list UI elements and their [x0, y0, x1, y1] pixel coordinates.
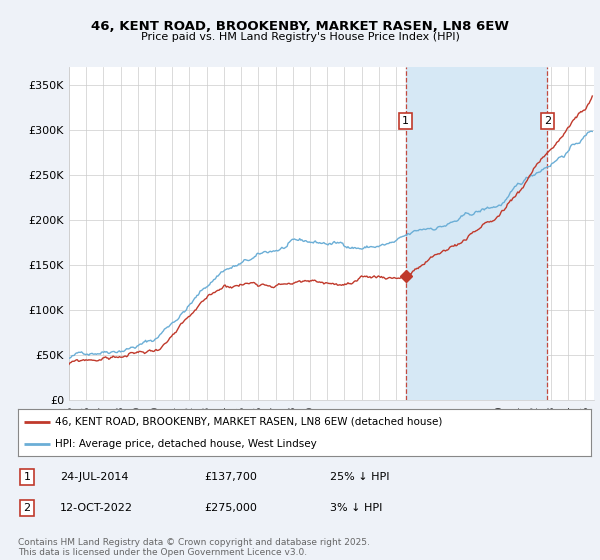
- Text: 24-JUL-2014: 24-JUL-2014: [60, 472, 128, 482]
- Text: Price paid vs. HM Land Registry's House Price Index (HPI): Price paid vs. HM Land Registry's House …: [140, 32, 460, 43]
- Text: 2: 2: [23, 503, 31, 513]
- Text: 1: 1: [402, 116, 409, 126]
- Text: 12-OCT-2022: 12-OCT-2022: [60, 503, 133, 513]
- Text: HPI: Average price, detached house, West Lindsey: HPI: Average price, detached house, West…: [55, 438, 317, 449]
- Text: 1: 1: [23, 472, 31, 482]
- Text: Contains HM Land Registry data © Crown copyright and database right 2025.
This d: Contains HM Land Registry data © Crown c…: [18, 538, 370, 557]
- Text: £137,700: £137,700: [204, 472, 257, 482]
- Text: £275,000: £275,000: [204, 503, 257, 513]
- Text: 46, KENT ROAD, BROOKENBY, MARKET RASEN, LN8 6EW (detached house): 46, KENT ROAD, BROOKENBY, MARKET RASEN, …: [55, 417, 443, 427]
- Text: 3% ↓ HPI: 3% ↓ HPI: [330, 503, 382, 513]
- Bar: [406, 67, 547, 400]
- Text: 2: 2: [544, 116, 551, 126]
- Text: 46, KENT ROAD, BROOKENBY, MARKET RASEN, LN8 6EW: 46, KENT ROAD, BROOKENBY, MARKET RASEN, …: [91, 20, 509, 32]
- Text: 25% ↓ HPI: 25% ↓ HPI: [330, 472, 389, 482]
